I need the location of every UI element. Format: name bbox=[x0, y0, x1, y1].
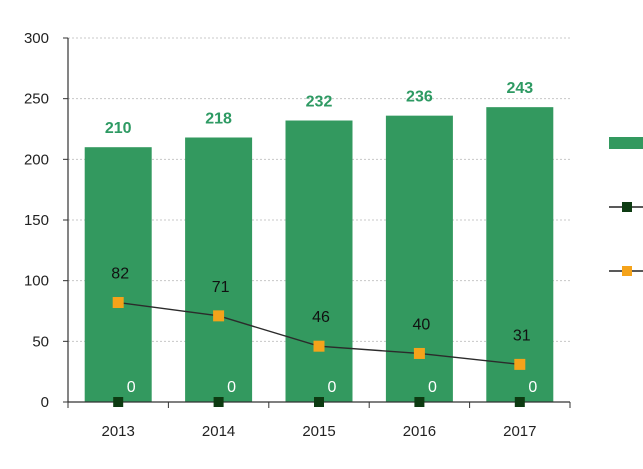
zero-value-label: 0 bbox=[227, 379, 236, 396]
zero-value-label: 0 bbox=[428, 379, 437, 396]
legend-key-bars bbox=[609, 137, 643, 149]
bars bbox=[84, 107, 554, 403]
zero-value-label: 0 bbox=[127, 379, 136, 396]
y-tick-label: 150 bbox=[24, 212, 49, 229]
line-value-label: 82 bbox=[111, 266, 129, 283]
bar-2017 bbox=[486, 107, 554, 402]
zero-marker bbox=[414, 397, 425, 407]
line-value-label: 31 bbox=[513, 327, 531, 344]
x-tick-label: 2016 bbox=[403, 423, 436, 440]
line-value-label: 71 bbox=[212, 279, 230, 296]
bar-value-label: 232 bbox=[306, 94, 333, 111]
line-point bbox=[112, 297, 124, 309]
y-tick-label: 100 bbox=[24, 273, 49, 290]
legend bbox=[609, 137, 643, 276]
data-labels: 210 218 232 236 243 0 0 0 0 0 82 71 46 40 31 bbox=[105, 80, 537, 396]
bar-2014 bbox=[185, 137, 253, 402]
x-tick-label: 2013 bbox=[102, 423, 135, 440]
line-point bbox=[213, 310, 225, 322]
line-value-label: 46 bbox=[312, 309, 330, 326]
zero-marker bbox=[113, 397, 124, 407]
line-point bbox=[313, 340, 325, 352]
zero-value-label: 0 bbox=[528, 379, 537, 396]
bar-2015 bbox=[285, 120, 353, 403]
bar-2013 bbox=[84, 147, 152, 402]
series-lines bbox=[112, 297, 526, 407]
line-value-label: 40 bbox=[413, 316, 431, 333]
x-tick-label: 2015 bbox=[302, 423, 335, 440]
bar-value-label: 210 bbox=[105, 120, 132, 137]
line-point bbox=[514, 358, 526, 370]
bar-2016 bbox=[385, 115, 453, 403]
bar-value-label: 243 bbox=[506, 80, 533, 97]
zero-value-label: 0 bbox=[328, 379, 337, 396]
line-point bbox=[413, 347, 425, 359]
legend-key-orange-marker bbox=[622, 266, 632, 276]
y-tick-label: 50 bbox=[32, 333, 49, 350]
y-tick-label: 300 bbox=[24, 30, 49, 47]
y-tick-label: 0 bbox=[41, 394, 49, 411]
x-tick-label: 2017 bbox=[503, 423, 536, 440]
legend-key-zero-marker bbox=[622, 202, 632, 212]
x-tick-label: 2014 bbox=[202, 423, 235, 440]
bar-value-label: 236 bbox=[406, 89, 433, 106]
y-tick-label: 200 bbox=[24, 151, 49, 168]
zero-marker bbox=[314, 397, 324, 407]
y-tick-label: 250 bbox=[24, 91, 49, 108]
zero-marker bbox=[213, 397, 224, 407]
zero-marker bbox=[514, 397, 525, 407]
bar-value-label: 218 bbox=[205, 110, 232, 127]
